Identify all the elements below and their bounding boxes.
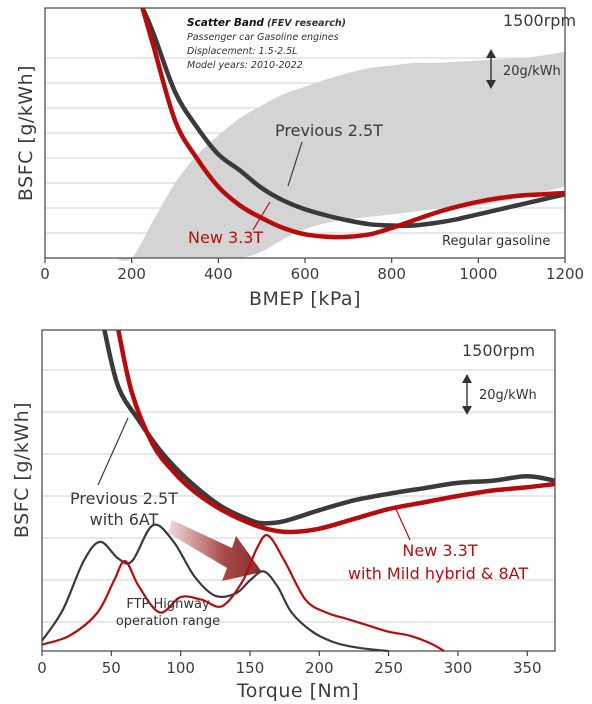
bmep-chart: 0 200 400 600 800 1000 1200 BMEP [kPa] BSFC [g…	[15, 7, 584, 310]
top-x-axis-title: BMEP [kPa]	[249, 288, 361, 310]
shift-arrow-icon	[168, 520, 262, 581]
new-3-3t-mild-hybrid-line	[116, 329, 556, 535]
band-title: Scatter Band (FEV research)	[187, 17, 346, 29]
top-x-tick-label: 800	[377, 265, 406, 283]
ftp-label-line2: operation range	[116, 614, 220, 629]
top-speed-label: 1500rpm	[503, 11, 576, 30]
bottom-x-tick-label: 0	[37, 659, 47, 677]
previous-2-5t-line	[140, 7, 566, 228]
new-3-3t-line	[140, 7, 566, 240]
previous-2-5t-label: Previous 2.5T	[275, 121, 383, 140]
bottom-scale-arrow-icon	[462, 374, 472, 415]
new-operation-range-curve	[41, 534, 445, 652]
new-3-3t-label-line1: New 3.3T	[402, 541, 477, 560]
top-scale-label: 20g/kWh	[503, 64, 561, 79]
bottom-speed-label: 1500rpm	[462, 341, 535, 360]
new-3-3t-leader	[252, 201, 271, 231]
new-3-3t-label: New 3.3T	[188, 228, 263, 247]
previous-2-5t-leader	[287, 141, 303, 187]
top-scale-arrow-icon	[486, 49, 496, 89]
torque-chart: 0 50 100 150 200 250 300 350 Torque [Nm] BSFC […	[11, 329, 556, 702]
bottom-plot-frame	[41, 329, 556, 652]
previous-2-5t-6at-label-line2: with 6AT	[90, 510, 159, 529]
top-x-tick-label: 200	[117, 265, 146, 283]
new-3-3t-leader	[394, 506, 411, 541]
top-x-tick-label: 1000	[459, 265, 497, 283]
fuel-label: Regular gasoline	[442, 234, 550, 249]
previous-2-5t-6at-leader	[97, 417, 129, 486]
bottom-x-axis-title: Torque [Nm]	[236, 680, 359, 702]
top-x-tick-label: 600	[291, 265, 320, 283]
top-x-tick-label: 1200	[546, 265, 584, 283]
scatter-band	[114, 51, 566, 261]
bottom-x-tick-label: 300	[444, 659, 473, 677]
bottom-x-tick-label: 100	[166, 659, 195, 677]
new-3-3t-label-line2: with Mild hybrid & 8AT	[348, 564, 528, 583]
bottom-x-tick-label: 50	[102, 659, 121, 677]
top-y-axis-title: BSFC [g/kWh]	[15, 65, 37, 201]
previous-2-5t-6at-line	[102, 329, 556, 526]
band-line-3: Model years: 2010-2022	[187, 60, 303, 71]
ftp-label-line1: FTP Highway	[126, 597, 210, 612]
bottom-x-tick-label: 200	[305, 659, 334, 677]
previous-2-5t-6at-label-line1: Previous 2.5T	[70, 489, 178, 508]
bottom-scale-label: 20g/kWh	[479, 388, 537, 403]
top-x-tick-label: 400	[204, 265, 233, 283]
band-line-1: Passenger car Gasoline engines	[187, 32, 339, 43]
bottom-y-axis-title: BSFC [g/kWh]	[11, 402, 33, 538]
bottom-x-tick-label: 150	[236, 659, 265, 677]
band-line-2: Displacement: 1.5-2.5L	[187, 46, 297, 57]
previous-operation-range-curve	[41, 523, 389, 653]
top-x-ticks: 0 200 400 600 800 1000 1200	[40, 258, 584, 283]
bottom-x-tick-label: 350	[513, 659, 542, 677]
bottom-x-tick-label: 250	[374, 659, 403, 677]
top-x-tick-label: 0	[40, 265, 50, 283]
bottom-x-ticks: 0 50 100 150 200 250 300 350	[37, 651, 542, 677]
